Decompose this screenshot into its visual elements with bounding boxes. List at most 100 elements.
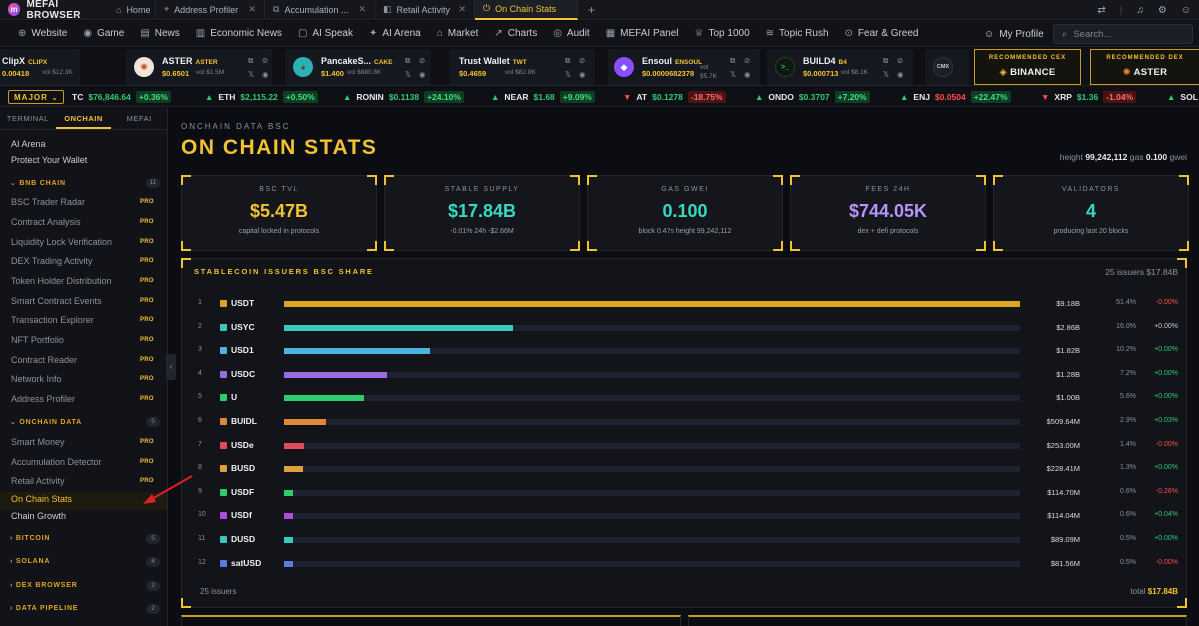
tab-terminal[interactable]: TERMINAL: [6, 114, 49, 123]
section-bnb-chain[interactable]: ⌄ BNB CHAIN: [10, 179, 66, 187]
link-icon[interactable]: ⊘: [262, 56, 269, 65]
link-icon[interactable]: ⊘: [419, 56, 426, 65]
user-icon[interactable]: ☺: [1180, 4, 1191, 16]
my-profile-button[interactable]: ☺ My Profile: [984, 21, 1044, 47]
globe-icon[interactable]: ◉: [579, 70, 586, 79]
x-icon[interactable]: 𝕏: [405, 70, 412, 79]
copy-icon[interactable]: ⧉: [405, 56, 411, 65]
nav-top-1000[interactable]: ♕ Top 1000: [687, 21, 758, 47]
issuer-row[interactable]: 5 U $1.00B 5.6% +0.00%: [182, 387, 1186, 409]
link-icon[interactable]: ⊘: [744, 56, 751, 65]
globe-icon[interactable]: ◉: [419, 70, 426, 79]
sidebar-item-retail-activity[interactable]: Retail Activity: [11, 476, 65, 486]
issuer-row[interactable]: 12 satUSD $81.56M 0.5% -0.00%: [182, 553, 1186, 575]
tab-retail-activity[interactable]: ◧ Retail Activity ✕: [375, 0, 475, 20]
tab-home[interactable]: ⌂ Home: [112, 0, 156, 20]
token-card-pancakeswap[interactable]: ◕ PancakeS... CAKE $1.400 vol $880.8K ⧉ ⊘…: [285, 49, 431, 85]
sidebar-item-accumulation-detector[interactable]: Accumulation Detector: [11, 457, 102, 467]
ticker-item-sol[interactable]: ▲ SOL: [1167, 87, 1198, 107]
nav-website[interactable]: ⊕ Website: [10, 21, 75, 47]
sync-icon[interactable]: ⇄: [1097, 4, 1106, 16]
sidebar-item-nft-portfolio[interactable]: NFT Portfolio: [11, 335, 64, 345]
sidebar-item-contract-analysis[interactable]: Contract Analysis: [11, 217, 81, 227]
sidebar-item-address-profiler[interactable]: Address Profiler: [11, 394, 76, 404]
ticker-item-at[interactable]: ▼ AT $0.1278 -18.75%: [623, 87, 726, 107]
copy-icon[interactable]: ⧉: [565, 56, 571, 65]
sidebar-item-chain-growth[interactable]: Chain Growth: [11, 511, 67, 521]
recommended-cex-button[interactable]: RECOMMENDED CEX ◈ BINANCE: [974, 49, 1081, 85]
issuer-row[interactable]: 6 BUIDL $509.64M 2.9% +0.03%: [182, 411, 1186, 433]
close-icon[interactable]: ✕: [358, 4, 366, 14]
nav-fear-greed[interactable]: ⊙ Fear & Greed: [837, 21, 927, 47]
globe-icon[interactable]: ◉: [897, 70, 904, 79]
search-input[interactable]: ⌕ Search...: [1053, 24, 1193, 44]
brand[interactable]: m MEFAI BROWSER: [0, 0, 112, 21]
issuer-row[interactable]: 11 DUSD $89.09M 0.5% +0.00%: [182, 529, 1186, 551]
token-card-build4[interactable]: >_ BUILD4 B4 $0.000713 vol $8.1K ⧉ ⊘ 𝕏 ◉: [767, 49, 913, 85]
link-icon[interactable]: ⊘: [579, 56, 586, 65]
nav-market[interactable]: ⌂ Market: [429, 21, 487, 47]
token-card-trust-wallet[interactable]: Trust Wallet TWT $0.4659 vol $82.8K ⧉ ⊘ 𝕏…: [449, 49, 595, 85]
token-card-clipx[interactable]: ClipX CLIPX 0.00418 vol $12.3K: [0, 49, 80, 85]
sidebar-collapse-handle[interactable]: ‹: [166, 354, 176, 380]
sidebar-item-protect-wallet[interactable]: Protect Your Wallet: [11, 155, 88, 165]
recommended-dex-button[interactable]: RECOMMENDED DEX ✺ ASTER: [1090, 49, 1199, 85]
issuer-row[interactable]: 9 USDF $114.70M 0.6% -0.26%: [182, 482, 1186, 504]
sidebar-item-contract-reader[interactable]: Contract Reader: [11, 355, 78, 365]
issuer-row[interactable]: 1 USDT $9.18B 51.4% -0.00%: [182, 293, 1186, 315]
link-icon[interactable]: ⊘: [897, 56, 904, 65]
close-icon[interactable]: ✕: [248, 4, 256, 14]
token-card-cmx[interactable]: CMX: [925, 49, 969, 85]
sidebar-item-ai-arena[interactable]: AI Arena: [11, 139, 46, 149]
nav-topic-rush[interactable]: ≋ Topic Rush: [758, 21, 837, 47]
x-icon[interactable]: 𝕏: [565, 70, 572, 79]
x-icon[interactable]: 𝕏: [730, 70, 737, 79]
section-onchain-data[interactable]: ⌄ ONCHAIN DATA: [10, 418, 82, 426]
tab-on-chain-stats[interactable]: ⏻ On Chain Stats: [475, 0, 578, 20]
nav-audit[interactable]: ◎ Audit: [545, 21, 598, 47]
nav-mefai-panel[interactable]: ▦ MEFAI Panel: [598, 21, 687, 47]
nav-news[interactable]: ▤ News: [132, 21, 187, 47]
gear-icon[interactable]: ⚙: [1157, 4, 1167, 16]
token-card-aster[interactable]: ✺ ASTER ASTER $0.6501 vol $1.5M ⧉ ⊘ 𝕏 ◉: [126, 49, 272, 85]
close-icon[interactable]: ✕: [458, 4, 466, 14]
tab-onchain[interactable]: ONCHAIN: [55, 108, 112, 129]
ticker-item-tc[interactable]: TC $76,846.64 +0.36%: [72, 87, 171, 107]
copy-icon[interactable]: ⧉: [248, 56, 254, 65]
nav-charts[interactable]: ↗ Charts: [486, 21, 545, 47]
issuer-row[interactable]: 3 USD1 $1.82B 10.2% +0.00%: [182, 340, 1186, 362]
globe-icon[interactable]: ◉: [744, 70, 751, 79]
x-icon[interactable]: 𝕏: [883, 70, 890, 79]
copy-icon[interactable]: ⧉: [883, 56, 889, 65]
nav-ai-speak[interactable]: ▢ AI Speak: [290, 21, 361, 47]
issuer-row[interactable]: 4 USDC $1.28B 7.2% +0.00%: [182, 364, 1186, 386]
ticker-item-eth[interactable]: ▲ ETH $2,115.22 +0.50%: [205, 87, 318, 107]
sidebar-item-on-chain-stats[interactable]: On Chain Stats: [11, 494, 73, 504]
section-data-pipeline[interactable]: › DATA PIPELINE: [10, 605, 78, 612]
ticker-item-ronin[interactable]: ▲ RONIN $0.1138 +24.10%: [343, 87, 464, 107]
issuer-row[interactable]: 10 USDf $114.04M 0.6% +0.04%: [182, 505, 1186, 527]
tab-address-profiler[interactable]: ⌖ Address Profiler ✕: [156, 0, 265, 20]
ticker-item-near[interactable]: ▲ NEAR $1.68 +9.09%: [491, 87, 595, 107]
nav-ai-arena[interactable]: ✦ AI Arena: [361, 21, 429, 47]
token-card-ensoul[interactable]: ◆ Ensoul ENSOUL $0.0000682378 vol $5.7K ⧉…: [608, 49, 760, 85]
issuer-row[interactable]: 2 USYC $2.86B 16.0% +0.00%: [182, 317, 1186, 339]
sidebar-item-dex-trading[interactable]: DEX Trading Activity: [11, 256, 93, 266]
section-dex-browser[interactable]: › DEX BROWSER: [10, 582, 78, 589]
sidebar-item-smart-money[interactable]: Smart Money: [11, 437, 65, 447]
ticker-item-enj[interactable]: ▲ ENJ $0.0504 +22.47%: [900, 87, 1011, 107]
issuer-row[interactable]: 8 BUSD $228.41M 1.3% +0.00%: [182, 458, 1186, 480]
x-icon[interactable]: 𝕏: [248, 70, 255, 79]
copy-icon[interactable]: ⧉: [730, 56, 736, 65]
nav-game[interactable]: ◉ Game: [75, 21, 132, 47]
ticker-item-xrp[interactable]: ▼ XRP $1.36 -1.04%: [1041, 87, 1137, 107]
section-bitcoin[interactable]: › BITCOIN: [10, 535, 50, 542]
sidebar-item-holder-distribution[interactable]: Token Holder Distribution: [11, 276, 112, 286]
market-group-select[interactable]: MAJOR ⌄: [8, 90, 64, 104]
section-solana[interactable]: › SOLANA: [10, 558, 50, 565]
ticker-item-ondo[interactable]: ▲ ONDO $0.3707 +7.20%: [755, 87, 870, 107]
sidebar-item-liquidity-lock[interactable]: Liquidity Lock Verification: [11, 237, 113, 247]
tab-accumulation[interactable]: ⧉ Accumulation ... ✕: [265, 0, 375, 20]
sidebar-item-tx-explorer[interactable]: Transaction Explorer: [11, 315, 94, 325]
issuer-row[interactable]: 7 USDe $253.00M 1.4% -0.00%: [182, 435, 1186, 457]
